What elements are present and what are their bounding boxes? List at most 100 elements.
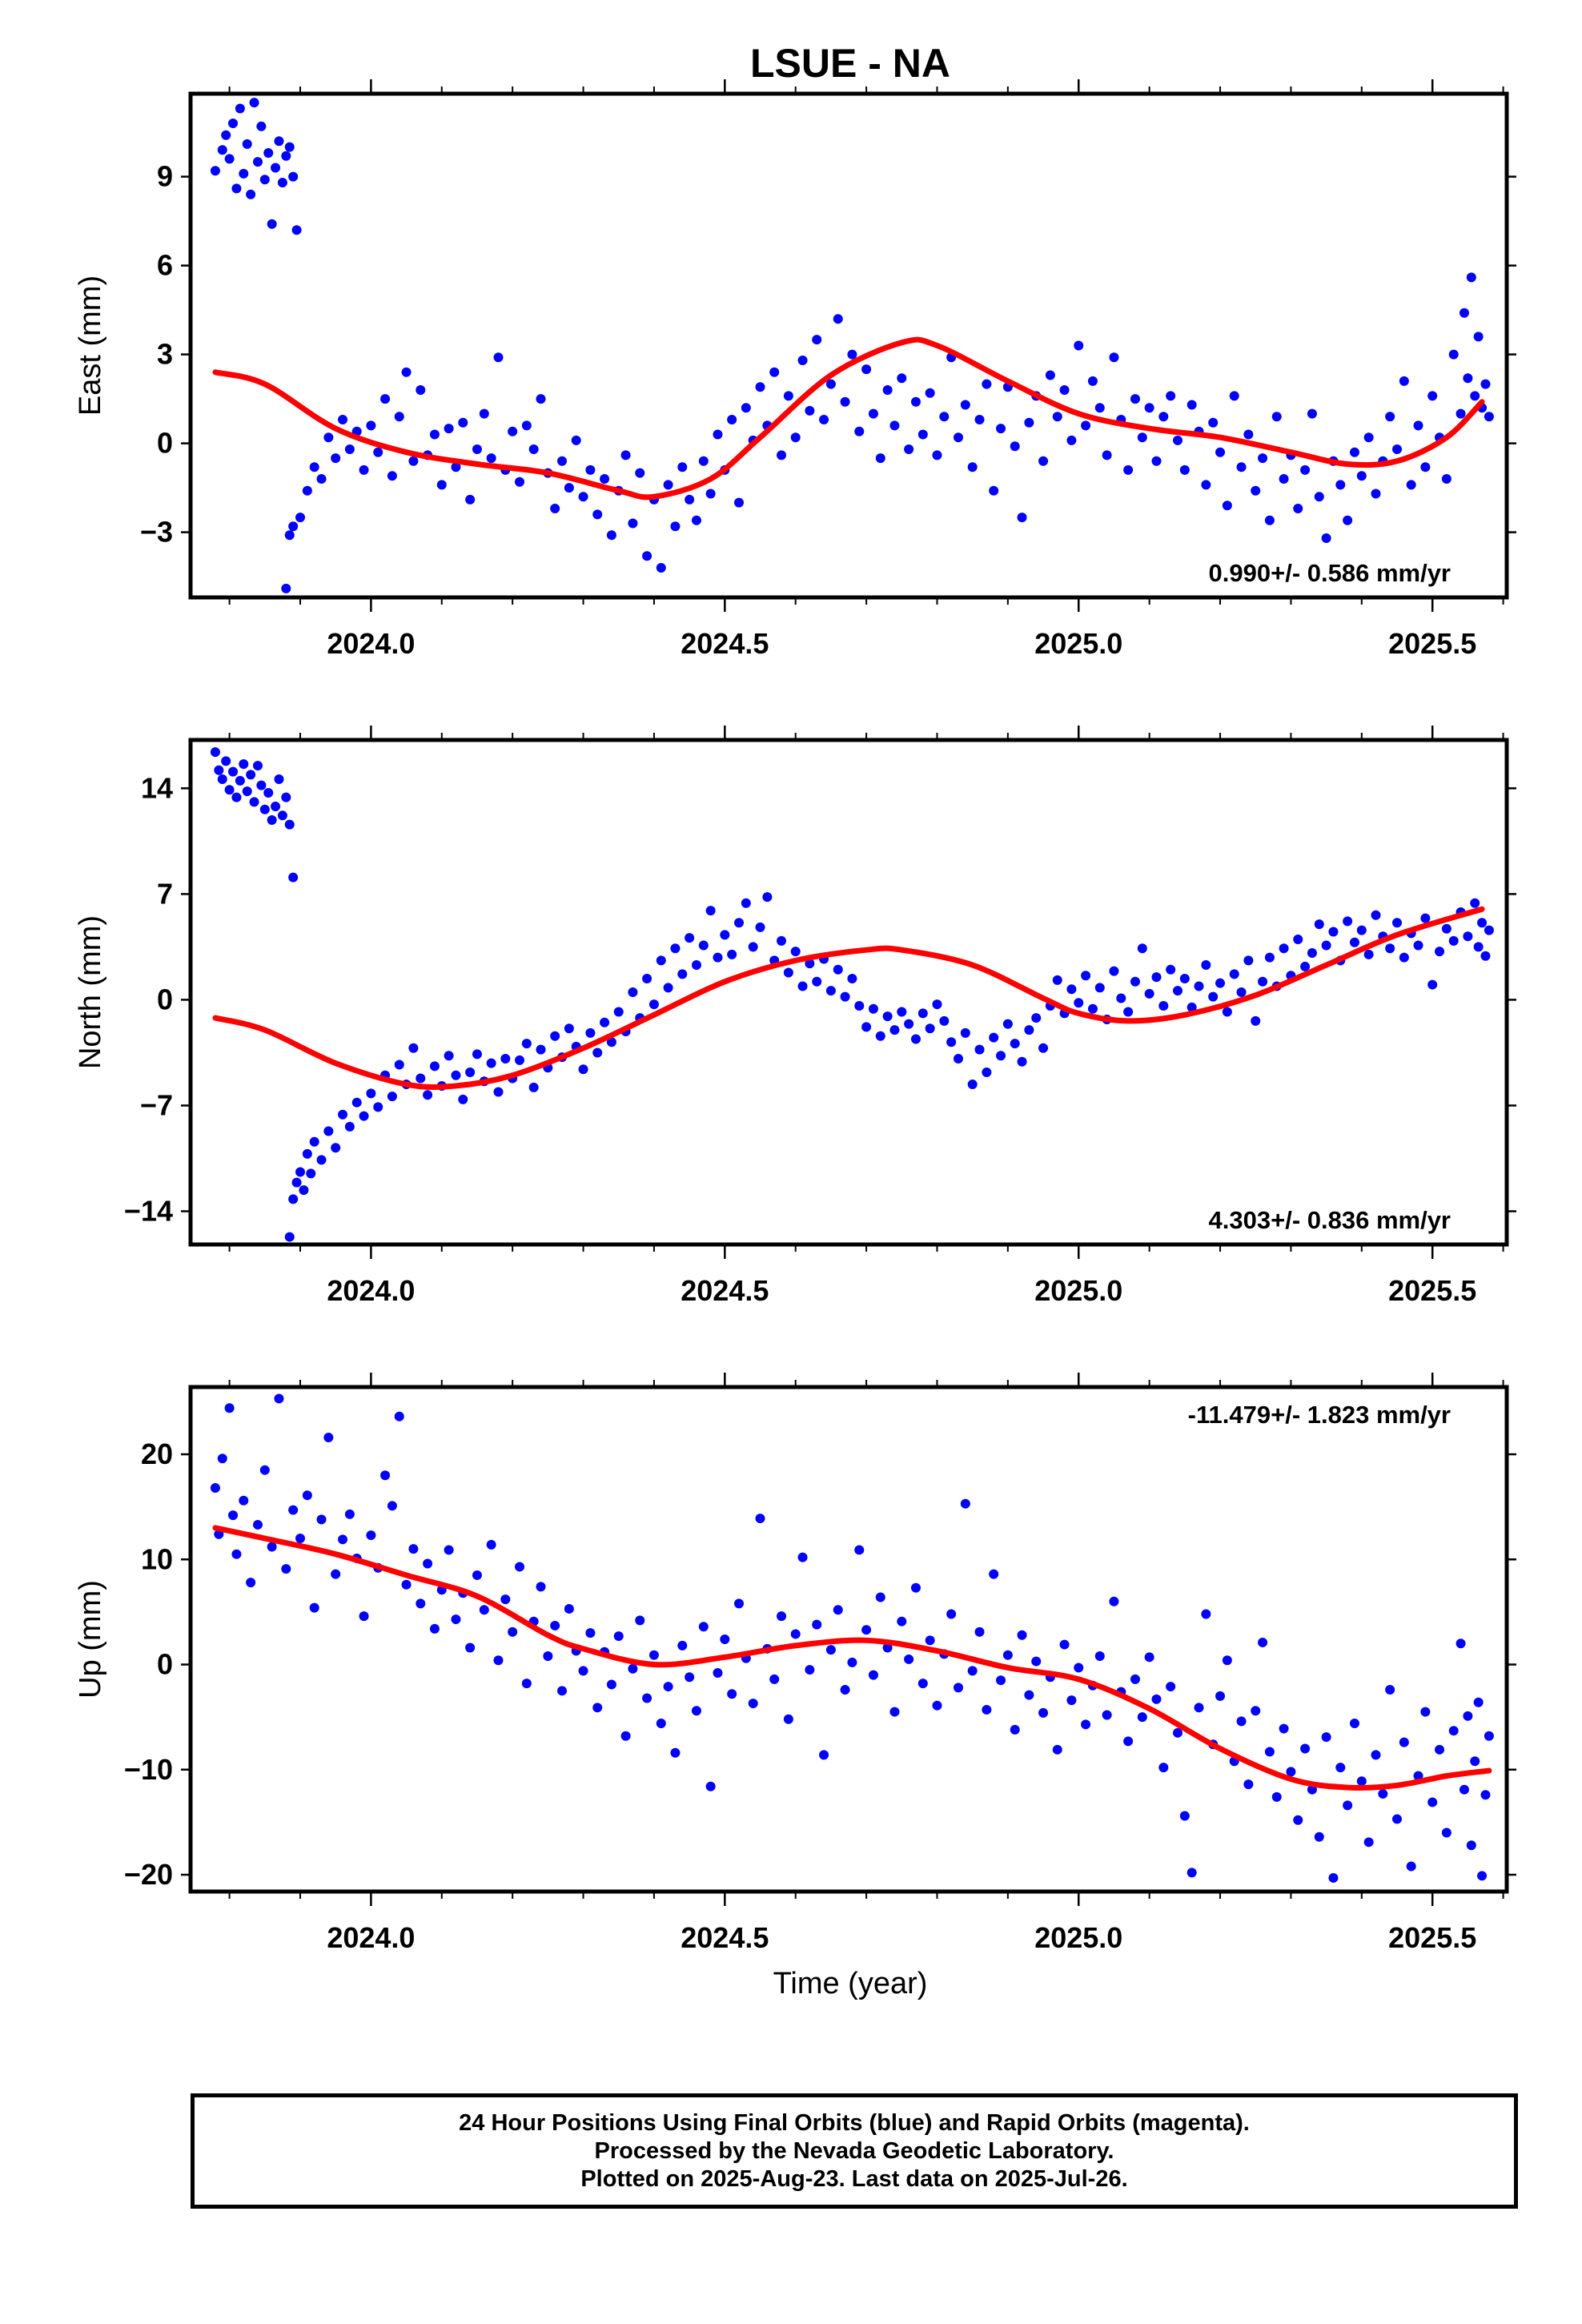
north-data-point (1473, 942, 1484, 952)
up-data-point (564, 1603, 574, 1614)
north-data-point (458, 1094, 468, 1104)
east-data-point (833, 314, 843, 324)
east-data-point (493, 352, 504, 363)
east-data-point (1356, 471, 1367, 481)
north-data-point (281, 792, 291, 802)
up-data-point (444, 1545, 454, 1555)
north-data-point (394, 1059, 404, 1070)
north-data-point (288, 872, 299, 883)
east-data-point (1123, 464, 1134, 475)
north-data-point (1094, 983, 1105, 993)
east-data-point (259, 175, 270, 185)
east-data-point (231, 183, 242, 194)
east-x-tick-label: 2024.5 (681, 627, 769, 660)
north-data-point (291, 1177, 302, 1188)
north-data-point (600, 1017, 610, 1027)
north-data-point (1448, 935, 1459, 946)
up-data-point (1300, 1743, 1311, 1754)
north-data-point (882, 1011, 893, 1022)
up-data-point (1243, 1779, 1254, 1790)
up-data-point (416, 1598, 426, 1609)
east-data-point (1144, 403, 1154, 413)
footer-line-2: Processed by the Nevada Geodetic Laborat… (594, 2137, 1114, 2164)
east-data-point (323, 432, 334, 443)
north-data-point (1229, 969, 1239, 979)
north-data-point (288, 1194, 299, 1204)
north-data-point (989, 1032, 999, 1043)
east-data-point (882, 385, 893, 395)
north-data-point (904, 1019, 914, 1029)
footer-info-box: 24 Hour Positions Using Final Orbits (bl… (191, 2093, 1518, 2209)
up-data-point (1166, 1682, 1176, 1692)
east-plot-frame (188, 91, 1509, 600)
north-data-point (472, 1049, 482, 1059)
north-data-point (1328, 927, 1339, 937)
north-data-point (1356, 925, 1367, 935)
up-y-tick-label: 20 (141, 1437, 173, 1470)
up-data-point (960, 1498, 970, 1509)
north-data-point (1363, 949, 1374, 959)
east-y-tick-label: 0 (157, 427, 173, 460)
north-data-point (1179, 974, 1190, 984)
up-data-point (705, 1781, 716, 1791)
up-data-point (825, 1645, 836, 1655)
north-data-point (1215, 978, 1226, 988)
east-data-point (309, 462, 319, 472)
north-data-point (1441, 923, 1452, 934)
east-data-point (713, 429, 723, 440)
north-data-point (578, 1064, 588, 1075)
north-data-point (1236, 987, 1247, 997)
east-data-point (840, 396, 850, 407)
north-data-point (284, 819, 295, 830)
north-data-point (1435, 947, 1445, 957)
east-data-point (585, 464, 596, 475)
east-data-point (1385, 412, 1395, 422)
north-data-point (366, 1088, 376, 1099)
north-data-point (727, 949, 737, 959)
north-data-point (1144, 988, 1154, 999)
east-data-point (1017, 513, 1027, 523)
north-data-point (359, 1111, 369, 1121)
east-model-curve (212, 336, 1485, 501)
east-data-point (1010, 441, 1020, 452)
east-data-point (741, 403, 751, 413)
north-data-point (239, 759, 249, 770)
north-data-point (1208, 991, 1219, 1002)
east-data-point (281, 583, 291, 593)
north-data-point (910, 1034, 921, 1044)
east-rate-label: 0.990+/- 0.586 mm/yr (1209, 559, 1451, 587)
north-data-point (1420, 913, 1431, 923)
north-data-point (1081, 971, 1091, 981)
up-data-point (508, 1626, 518, 1637)
north-data-point (249, 797, 259, 807)
east-data-point (656, 563, 666, 573)
up-data-point (217, 1454, 227, 1464)
north-data-point (1392, 918, 1402, 928)
east-data-point (635, 468, 645, 478)
up-data-point (578, 1666, 588, 1676)
x-axis-label: Time (year) (773, 1967, 928, 2000)
east-data-point (1473, 332, 1484, 342)
north-data-point (1151, 972, 1162, 983)
east-data-point (1484, 412, 1494, 422)
north-data-point (1470, 898, 1480, 908)
up-data-point (1363, 1837, 1374, 1848)
up-data-point (797, 1552, 808, 1562)
up-data-point (1293, 1815, 1303, 1825)
east-data-point (557, 456, 568, 466)
east-data-point (1459, 308, 1469, 318)
east-data-point (571, 435, 581, 445)
north-data-point (1427, 979, 1438, 990)
up-data-point (536, 1582, 546, 1592)
east-data-point (1201, 480, 1211, 490)
north-data-point (889, 1025, 900, 1035)
north-data-point (713, 952, 723, 963)
up-data-point (635, 1615, 645, 1626)
east-y-tick-label: −3 (140, 516, 173, 549)
north-data-point (387, 1092, 397, 1102)
north-data-point (1137, 943, 1147, 954)
east-data-point (288, 171, 299, 182)
east-data-point (954, 432, 963, 443)
north-data-point (677, 969, 688, 979)
up-data-point (946, 1609, 957, 1619)
